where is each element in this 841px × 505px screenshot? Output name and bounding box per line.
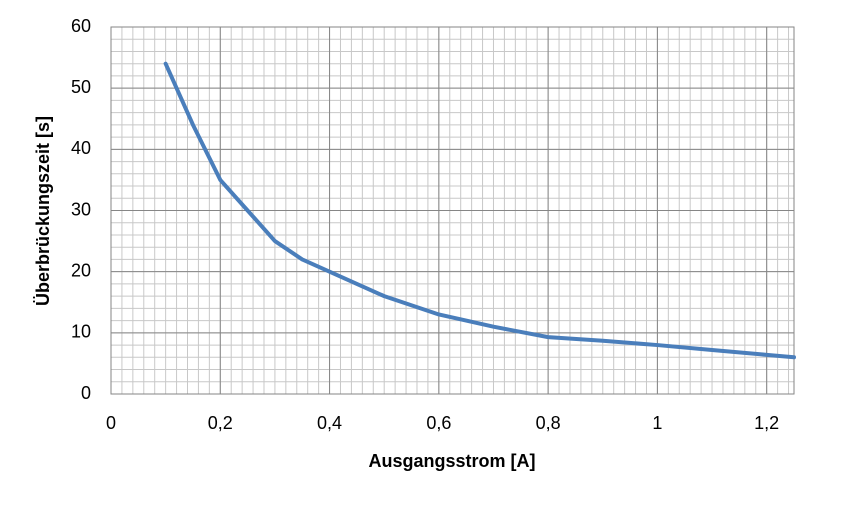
y-tick-label: 50	[71, 77, 91, 97]
y-tick-label: 30	[71, 199, 91, 219]
plot-frame	[110, 26, 795, 395]
x-tick-label: 0,8	[536, 413, 561, 433]
x-tick-label: 0	[106, 413, 116, 433]
x-axis-title: Ausgangsstrom [A]	[368, 451, 535, 471]
x-tick-label: 0,6	[426, 413, 451, 433]
data-line	[163, 61, 796, 360]
x-tick-label: 1	[652, 413, 662, 433]
y-tick-label: 40	[71, 138, 91, 158]
x-tick-label: 1,2	[754, 413, 779, 433]
x-tick-label: 0,4	[317, 413, 342, 433]
y-tick-label: 0	[81, 383, 91, 403]
x-tick-label: 0,2	[208, 413, 233, 433]
y-axis-title: Überbrückungszeit [s]	[33, 116, 53, 306]
y-tick-label: 20	[71, 260, 91, 280]
y-tick-label: 10	[71, 322, 91, 342]
y-tick-label: 60	[71, 16, 91, 36]
